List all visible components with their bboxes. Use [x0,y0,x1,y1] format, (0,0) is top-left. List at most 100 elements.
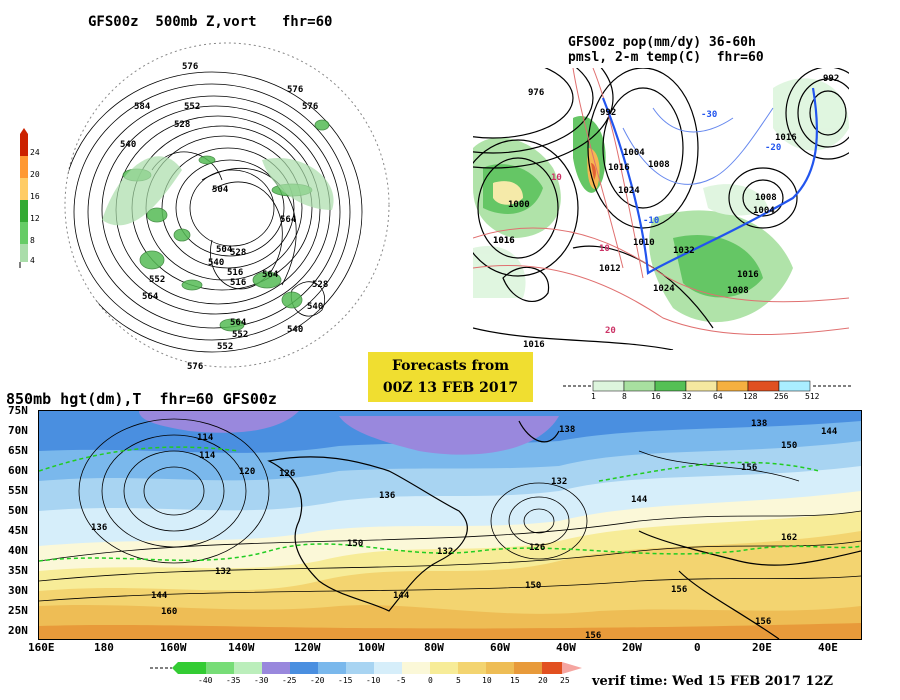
pmsl-label-4: 10 [551,173,562,183]
vort-color-4 [20,200,28,222]
pmsl-label-8: 1016 [493,236,515,246]
temp-tick: -15 [338,676,353,685]
z500-label-13: 516 [227,268,244,278]
hgt850-label-2: 114 [199,451,216,461]
z500-label-2: 576 [287,85,304,95]
lat-label: 75N [8,404,28,417]
z500-label-14: 552 [149,275,166,285]
lon-label: 80W [424,641,444,654]
lon-label: 20W [622,641,642,654]
lat-label: 35N [8,564,28,577]
vort-colorbar: 24 20 16 12 8 4 [18,128,48,268]
lat-label: 50N [8,504,28,517]
vort-tick-16: 16 [30,192,40,201]
vort-color-2 [20,156,28,178]
vort-color-1 [20,134,28,156]
temp-tick: -40 [198,676,213,685]
hgt850-label-23: 144 [393,591,410,601]
z500-label-5: 528 [174,120,191,130]
z500-label-8: 504 [212,185,229,195]
hgt850-label-3: 138 [559,425,576,435]
hgt850-label-9: 136 [379,491,396,501]
hgt850-label-4: 138 [751,419,768,429]
vort-color-5 [20,222,28,244]
lon-label: 120W [294,641,321,654]
hgt850-label-20: 156 [671,585,688,595]
panel-pmsl-title-2: pmsl, 2-m temp(C) fhr=60 [568,50,764,65]
temp-tick: -30 [254,676,269,685]
pmsl-label-16: 1016 [775,133,797,143]
z500-label-4: 552 [184,102,201,112]
pop-tick-5: 64 [713,392,723,401]
vort-tick-20: 20 [30,170,40,179]
lon-label: 160W [160,641,187,654]
z500-label-17: 516 [230,278,247,288]
pmsl-label-3: 1004 [623,148,645,158]
lat-label: 40N [8,544,28,557]
lat-label: 30N [8,584,28,597]
forecast-info-box: Forecasts from 00Z 13 FEB 2017 [368,352,533,402]
vort-color-3 [20,178,28,200]
panel-850mb-title: 850mb hgt(dm),T fhr=60 GFS00z [6,390,277,408]
lat-label: 70N [8,424,28,437]
hgt850-label-15: 126 [529,543,546,553]
z500-label-16: 540 [307,302,324,312]
z500-label-18: 552 [232,330,249,340]
lat-label: 20N [8,624,28,637]
lat-axis: 75N 70N 65N 60N 55N 50N 45N 40N 35N 30N … [0,404,38,640]
lon-label: 100W [358,641,385,654]
pmsl-label-19: 10 [599,244,610,254]
pmsl-label-25: 1016 [523,340,545,350]
hgt850-label-21: 132 [215,567,232,577]
pmsl-label-6: 1000 [508,200,530,210]
lon-label: 40E [818,641,838,654]
vort-tick-12: 12 [30,214,40,223]
pmsl-label-24: 1016 [737,270,759,280]
pop-tick-2: 8 [622,392,627,401]
hgt850-label-17: 132 [437,547,454,557]
lon-label: 180 [94,641,114,654]
pmsl-label-17: 1012 [599,264,621,274]
hgt850-label-7: 120 [239,467,256,477]
pmsl-label-18: 1010 [633,238,655,248]
pmsl-label-12: 1008 [755,193,777,203]
z500-label-9: 564 [280,215,297,225]
hgt850-label-8: 126 [279,469,296,479]
z500-label-19: 564 [230,318,247,328]
pop-tick-1: 1 [591,392,596,401]
pop-tick-8: 512 [805,392,820,401]
hgt850-label-25: 156 [585,631,602,640]
lon-label: 140W [228,641,255,654]
lon-label: 60W [490,641,510,654]
z500-label-1: 576 [182,62,199,72]
panel-500mb-title: GFS00z 500mb Z,vort fhr=60 [88,14,333,30]
pmsl-label-14: -20 [765,143,782,153]
temp-tick: 20 [538,676,548,685]
verif-time: verif time: Wed 15 FEB 2017 12Z [592,674,834,689]
hgt850-label-5: 150 [781,441,798,451]
forecast-line-2: 00Z 13 FEB 2017 [382,380,519,396]
lon-label: 160E [28,641,55,654]
lat-label: 25N [8,604,28,617]
forecast-line-1: Forecasts from [391,358,510,374]
z500-label-20: 540 [287,325,304,335]
z500-label-10: 504 [216,245,233,255]
pmsl-label-5: 1016 [608,163,630,173]
hgt850-label-19: 150 [525,581,542,591]
lon-label: 40W [556,641,576,654]
pmsl-label-2: 992 [600,108,617,118]
pmsl-label-22: 20 [605,326,616,336]
z500-label-6: 576 [302,102,319,112]
pmsl-label-13: 1004 [753,206,775,216]
z500-label-24: 576 [187,362,204,372]
hgt850-label-18: 144 [151,591,168,601]
lat-label: 60N [8,464,28,477]
z500-label-3: 584 [134,102,151,112]
lat-label: 65N [8,444,28,457]
pmsl-label-1: 976 [528,88,545,98]
pmsl-label-11: 1032 [673,246,695,256]
z500-label-23: 552 [217,342,234,352]
vort-tick-4: 4 [30,256,35,265]
hgt850-label-11: 144 [631,495,648,505]
temp-tick: 15 [510,676,520,685]
